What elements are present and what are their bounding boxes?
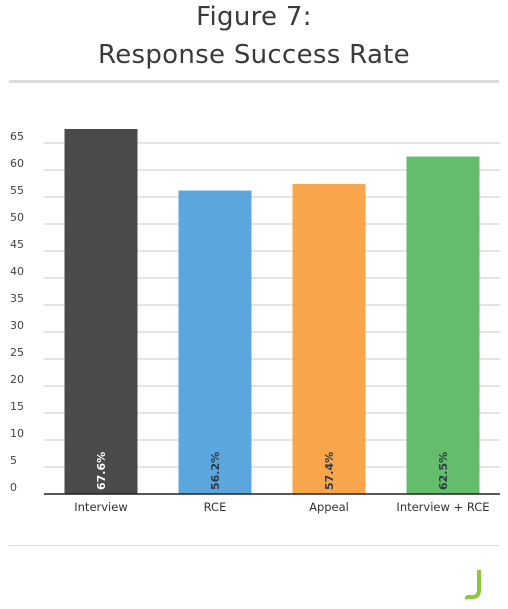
y-tick-label: 50 <box>10 211 24 224</box>
bar <box>178 190 252 494</box>
y-tick-label: 0 <box>10 481 17 494</box>
bar <box>64 129 138 494</box>
y-tick-label: 5 <box>10 454 17 467</box>
bar <box>292 184 366 494</box>
bar-data-label: 56.2% <box>209 452 222 490</box>
bar-data-label: 67.6% <box>95 452 108 490</box>
bar-data-label: 62.5% <box>437 452 450 490</box>
y-tick-label: 60 <box>10 157 24 170</box>
y-tick-label: 25 <box>10 346 24 359</box>
y-tick-label: 35 <box>10 292 24 305</box>
top-divider <box>9 80 499 83</box>
chart-title-line-1: Figure 7: <box>196 2 312 32</box>
y-tick-label: 20 <box>10 373 24 386</box>
bar <box>406 156 480 494</box>
y-tick-label: 65 <box>10 130 24 143</box>
y-tick-label: 55 <box>10 184 24 197</box>
brand-logo-icon <box>464 570 481 600</box>
chart-title-line-2: Response Success Rate <box>98 40 410 70</box>
bottom-divider <box>9 545 499 546</box>
bar-data-label: 57.4% <box>323 452 336 490</box>
y-tick-label: 15 <box>10 400 24 413</box>
y-tick-label: 10 <box>10 427 24 440</box>
y-tick-label: 30 <box>10 319 24 332</box>
y-tick-label: 45 <box>10 238 24 251</box>
y-tick-label: 40 <box>10 265 24 278</box>
x-tick-label: Interview + RCE <box>396 500 489 514</box>
x-tick-label: Interview <box>74 500 127 514</box>
x-tick-label: Appeal <box>309 500 349 514</box>
bar-chart: 0 5 10 15 20 25 30 35 40 45 50 55 60 65 67.6% Interview… <box>10 129 500 514</box>
x-tick-label: RCE <box>204 500 227 514</box>
